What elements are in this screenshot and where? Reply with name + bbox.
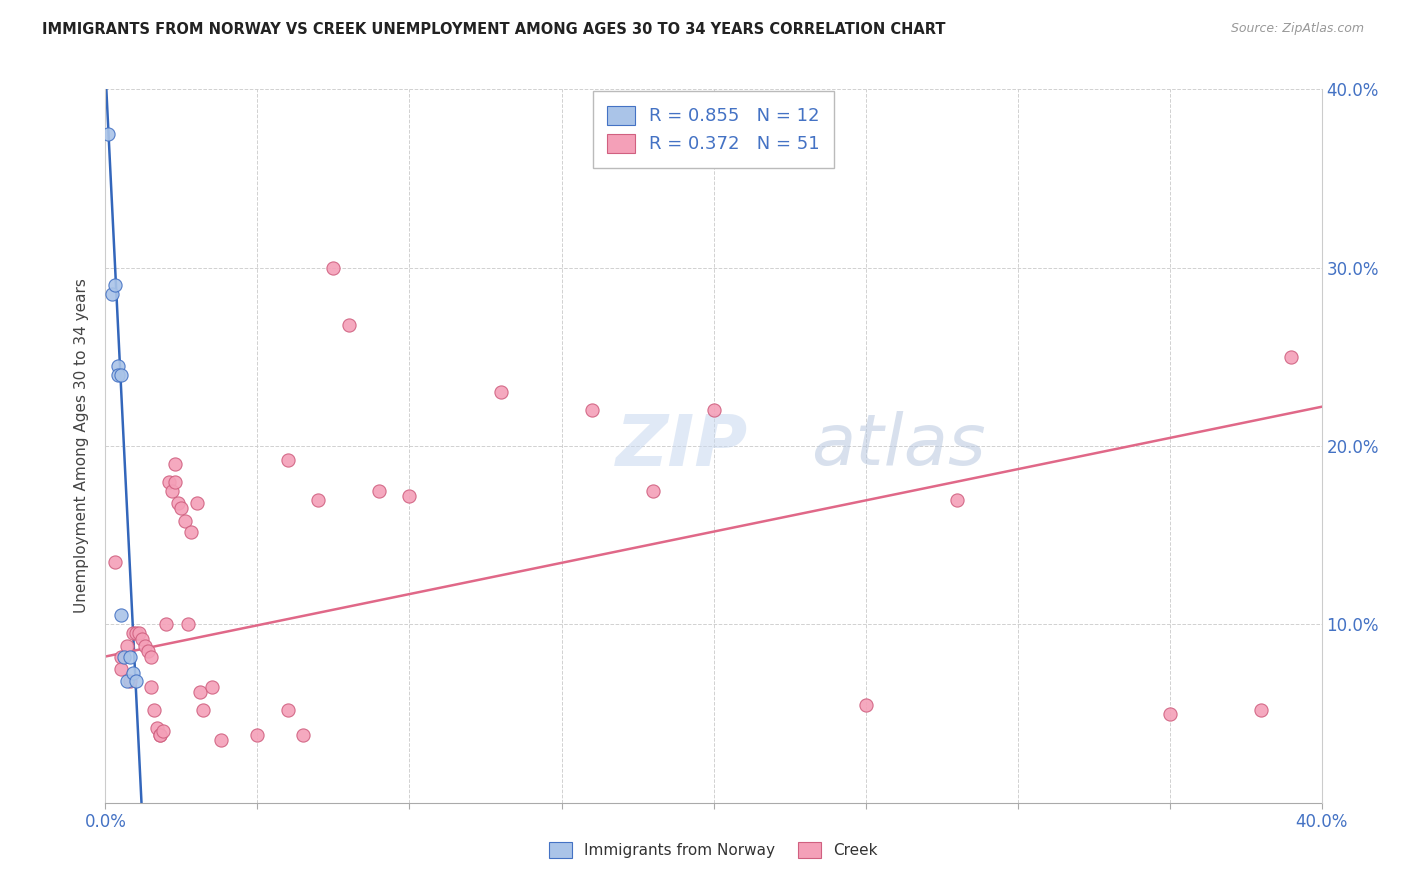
Point	[277, 703, 299, 717]
Y-axis label: Unemployment Among Ages 30 to 34 years: Unemployment Among Ages 30 to 34 years	[75, 278, 90, 614]
Point	[125, 626, 148, 640]
Point	[110, 608, 132, 623]
Point	[103, 555, 125, 569]
Point	[307, 492, 329, 507]
Point	[1159, 706, 1181, 721]
Point	[139, 649, 162, 664]
Point	[1250, 703, 1272, 717]
Point	[103, 278, 125, 293]
Point	[139, 680, 162, 694]
Point	[180, 524, 202, 539]
Point	[489, 385, 512, 400]
Point	[176, 617, 198, 632]
Point	[167, 496, 190, 510]
Point	[155, 617, 177, 632]
Point	[146, 721, 169, 735]
Point	[188, 685, 211, 699]
Point	[121, 626, 143, 640]
Point	[149, 728, 172, 742]
Point	[945, 492, 967, 507]
Point	[134, 639, 156, 653]
Point	[581, 403, 603, 417]
Point	[118, 649, 141, 664]
Point	[292, 728, 315, 742]
Point	[110, 662, 132, 676]
Point	[337, 318, 360, 332]
Point	[128, 626, 150, 640]
Point	[152, 724, 174, 739]
Point	[125, 674, 148, 689]
Point	[149, 728, 172, 742]
Point	[131, 632, 153, 646]
Legend: Immigrants from Norway, Creek: Immigrants from Norway, Creek	[537, 830, 890, 870]
Point	[173, 514, 195, 528]
Point	[162, 483, 184, 498]
Point	[246, 728, 269, 742]
Text: atlas: atlas	[811, 411, 986, 481]
Point	[107, 368, 129, 382]
Text: IMMIGRANTS FROM NORWAY VS CREEK UNEMPLOYMENT AMONG AGES 30 TO 34 YEARS CORRELATI: IMMIGRANTS FROM NORWAY VS CREEK UNEMPLOY…	[42, 22, 946, 37]
Text: Source: ZipAtlas.com: Source: ZipAtlas.com	[1230, 22, 1364, 36]
Point	[165, 457, 187, 471]
Point	[398, 489, 420, 503]
Point	[110, 649, 132, 664]
Point	[641, 483, 664, 498]
Point	[191, 703, 214, 717]
Point	[100, 287, 122, 301]
Point	[702, 403, 725, 417]
Point	[201, 680, 224, 694]
Point	[136, 644, 159, 658]
Point	[115, 639, 138, 653]
Point	[110, 368, 132, 382]
Point	[209, 733, 232, 747]
Point	[97, 127, 120, 141]
Point	[322, 260, 344, 275]
Point	[855, 698, 877, 712]
Point	[157, 475, 180, 489]
Point	[368, 483, 391, 498]
Text: ZIP: ZIP	[616, 411, 748, 481]
Point	[1279, 350, 1302, 364]
Point	[121, 665, 143, 680]
Point	[186, 496, 208, 510]
Point	[165, 475, 187, 489]
Point	[277, 453, 299, 467]
Point	[112, 649, 135, 664]
Point	[107, 359, 129, 373]
Point	[170, 501, 193, 516]
Point	[115, 674, 138, 689]
Point	[143, 703, 166, 717]
Point	[118, 674, 141, 689]
